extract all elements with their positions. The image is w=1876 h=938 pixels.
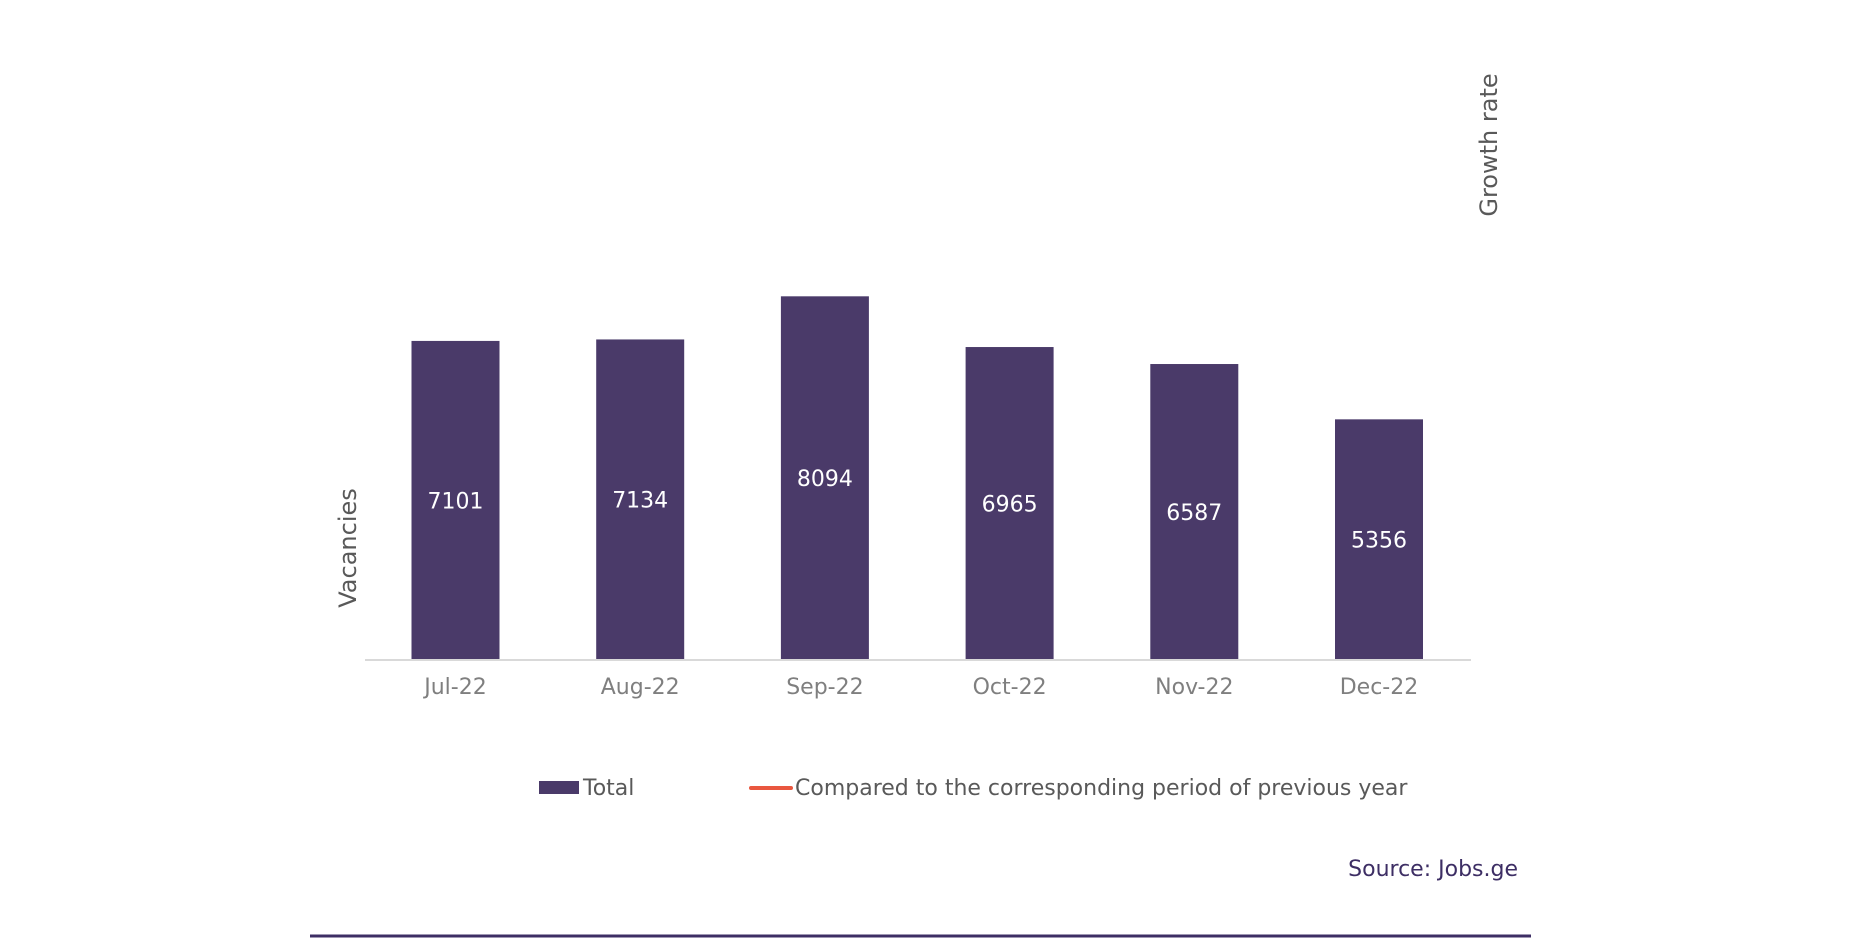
bar-value-label: 5356 xyxy=(1351,529,1407,554)
bars-layer: 7101 7134 8094 6965 6587 5356 xyxy=(411,296,1423,660)
x-tick-label: Dec-22 xyxy=(1340,675,1419,700)
x-tick-label: Jul-22 xyxy=(422,675,486,700)
bar-value-label: 8094 xyxy=(797,467,853,492)
y-axis-title: Vacancies xyxy=(334,488,362,608)
x-tick-label: Oct-22 xyxy=(973,675,1047,700)
bar-Nov-22 xyxy=(1150,364,1239,660)
bar-Aug-22 xyxy=(596,339,685,660)
bar-Dec-22 xyxy=(1335,419,1423,660)
x-tick-label: Nov-22 xyxy=(1155,675,1233,700)
bar-Sep-22 xyxy=(780,296,869,660)
bar-Oct-22 xyxy=(965,347,1054,660)
bar-value-label: 6587 xyxy=(1166,501,1222,526)
x-tick-layer: Jul-22 Aug-22 Sep-22 Oct-22 Nov-22 Dec-22 xyxy=(422,675,1418,700)
source-note: Source: Jobs.ge xyxy=(1348,857,1518,882)
x-tick-label: Sep-22 xyxy=(786,675,863,700)
bar-Jul-22 xyxy=(411,340,500,660)
legend: Total Compared to the corresponding peri… xyxy=(539,776,1408,801)
bar-value-label: 6965 xyxy=(982,493,1038,518)
legend-label-growth: Compared to the corresponding period of … xyxy=(795,776,1408,801)
x-tick-label: Aug-22 xyxy=(601,675,680,700)
bar-value-label: 7101 xyxy=(428,489,484,514)
legend-label-total: Total xyxy=(582,776,634,801)
y2-axis-title: Growth rate xyxy=(1475,73,1503,216)
bar-value-label: 7134 xyxy=(612,489,668,514)
legend-swatch-total xyxy=(539,781,579,794)
